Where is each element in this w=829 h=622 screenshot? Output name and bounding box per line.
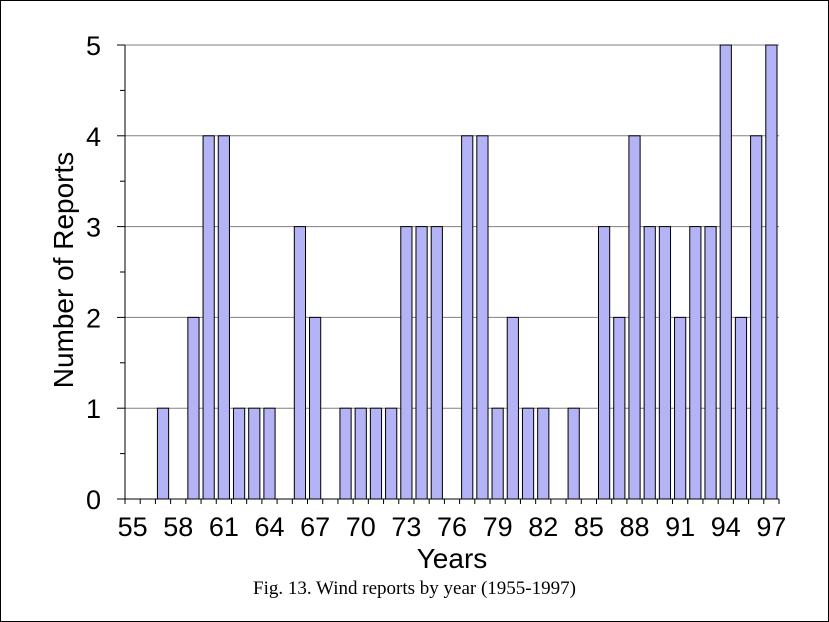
x-tick-label: 58: [163, 512, 193, 542]
x-tick-label: 88: [619, 512, 649, 542]
y-tick-label: 1: [86, 394, 101, 424]
bar-1969: [339, 407, 352, 500]
y-tick-label: 2: [86, 303, 101, 333]
bar-1957: [156, 407, 170, 500]
bar-1966: [293, 226, 307, 500]
x-tick-label: 61: [209, 512, 239, 542]
bar-1977: [461, 135, 474, 500]
bar-1996: [750, 135, 763, 500]
x-axis-title: Years: [417, 543, 488, 574]
bar-1997: [765, 44, 778, 500]
x-tick-label: 76: [437, 512, 467, 542]
bar-1978: [476, 135, 489, 500]
bar-1987: [613, 316, 626, 500]
x-tick-label: 55: [118, 512, 148, 542]
bar-1964: [263, 407, 276, 500]
bar-1992: [689, 226, 702, 500]
bar-1991: [674, 316, 687, 500]
bar-1962: [232, 407, 246, 500]
bar-1973: [400, 226, 413, 500]
figure-caption: Fig. 13. Wind reports by year (1955-1997…: [253, 578, 576, 599]
bar-1982: [537, 407, 550, 500]
bar-1990: [658, 226, 672, 500]
x-tick-label: 70: [346, 512, 376, 542]
bar-1960: [202, 135, 215, 500]
y-axis-title: Number of Reports: [48, 152, 79, 389]
bar-1961: [217, 135, 230, 500]
y-tick-label: 3: [86, 213, 101, 243]
bar-1963: [248, 407, 261, 500]
y-tick-label: 4: [86, 122, 101, 152]
y-tick-label: 0: [86, 485, 101, 515]
x-tick-label: 64: [254, 512, 284, 542]
bar-1994: [719, 44, 732, 500]
bar-1989: [643, 226, 656, 500]
bar-1988: [628, 135, 641, 500]
bar-1970: [354, 407, 367, 500]
bar-1993: [704, 226, 717, 500]
bar-1980: [506, 316, 519, 500]
x-tick-label: 67: [300, 512, 330, 542]
x-tick-label: 85: [574, 512, 604, 542]
x-tick-label: 91: [665, 512, 695, 542]
bar-1972: [385, 407, 398, 500]
bar-1981: [521, 407, 535, 500]
bar-1979: [491, 407, 504, 500]
bar-1974: [415, 226, 428, 500]
bar-1995: [734, 316, 748, 500]
y-tick-label: 5: [86, 31, 101, 61]
x-tick-label: 97: [756, 512, 786, 542]
x-tick-label: 79: [483, 512, 513, 542]
bar-1959: [187, 316, 200, 500]
bar-1971: [369, 407, 383, 500]
bar-1975: [430, 226, 443, 500]
x-tick-label: 94: [711, 512, 741, 542]
bar-1967: [309, 316, 322, 500]
bar-1984: [567, 407, 580, 500]
x-tick-label: 73: [391, 512, 421, 542]
bar-1986: [597, 226, 611, 500]
x-tick-label: 82: [528, 512, 558, 542]
